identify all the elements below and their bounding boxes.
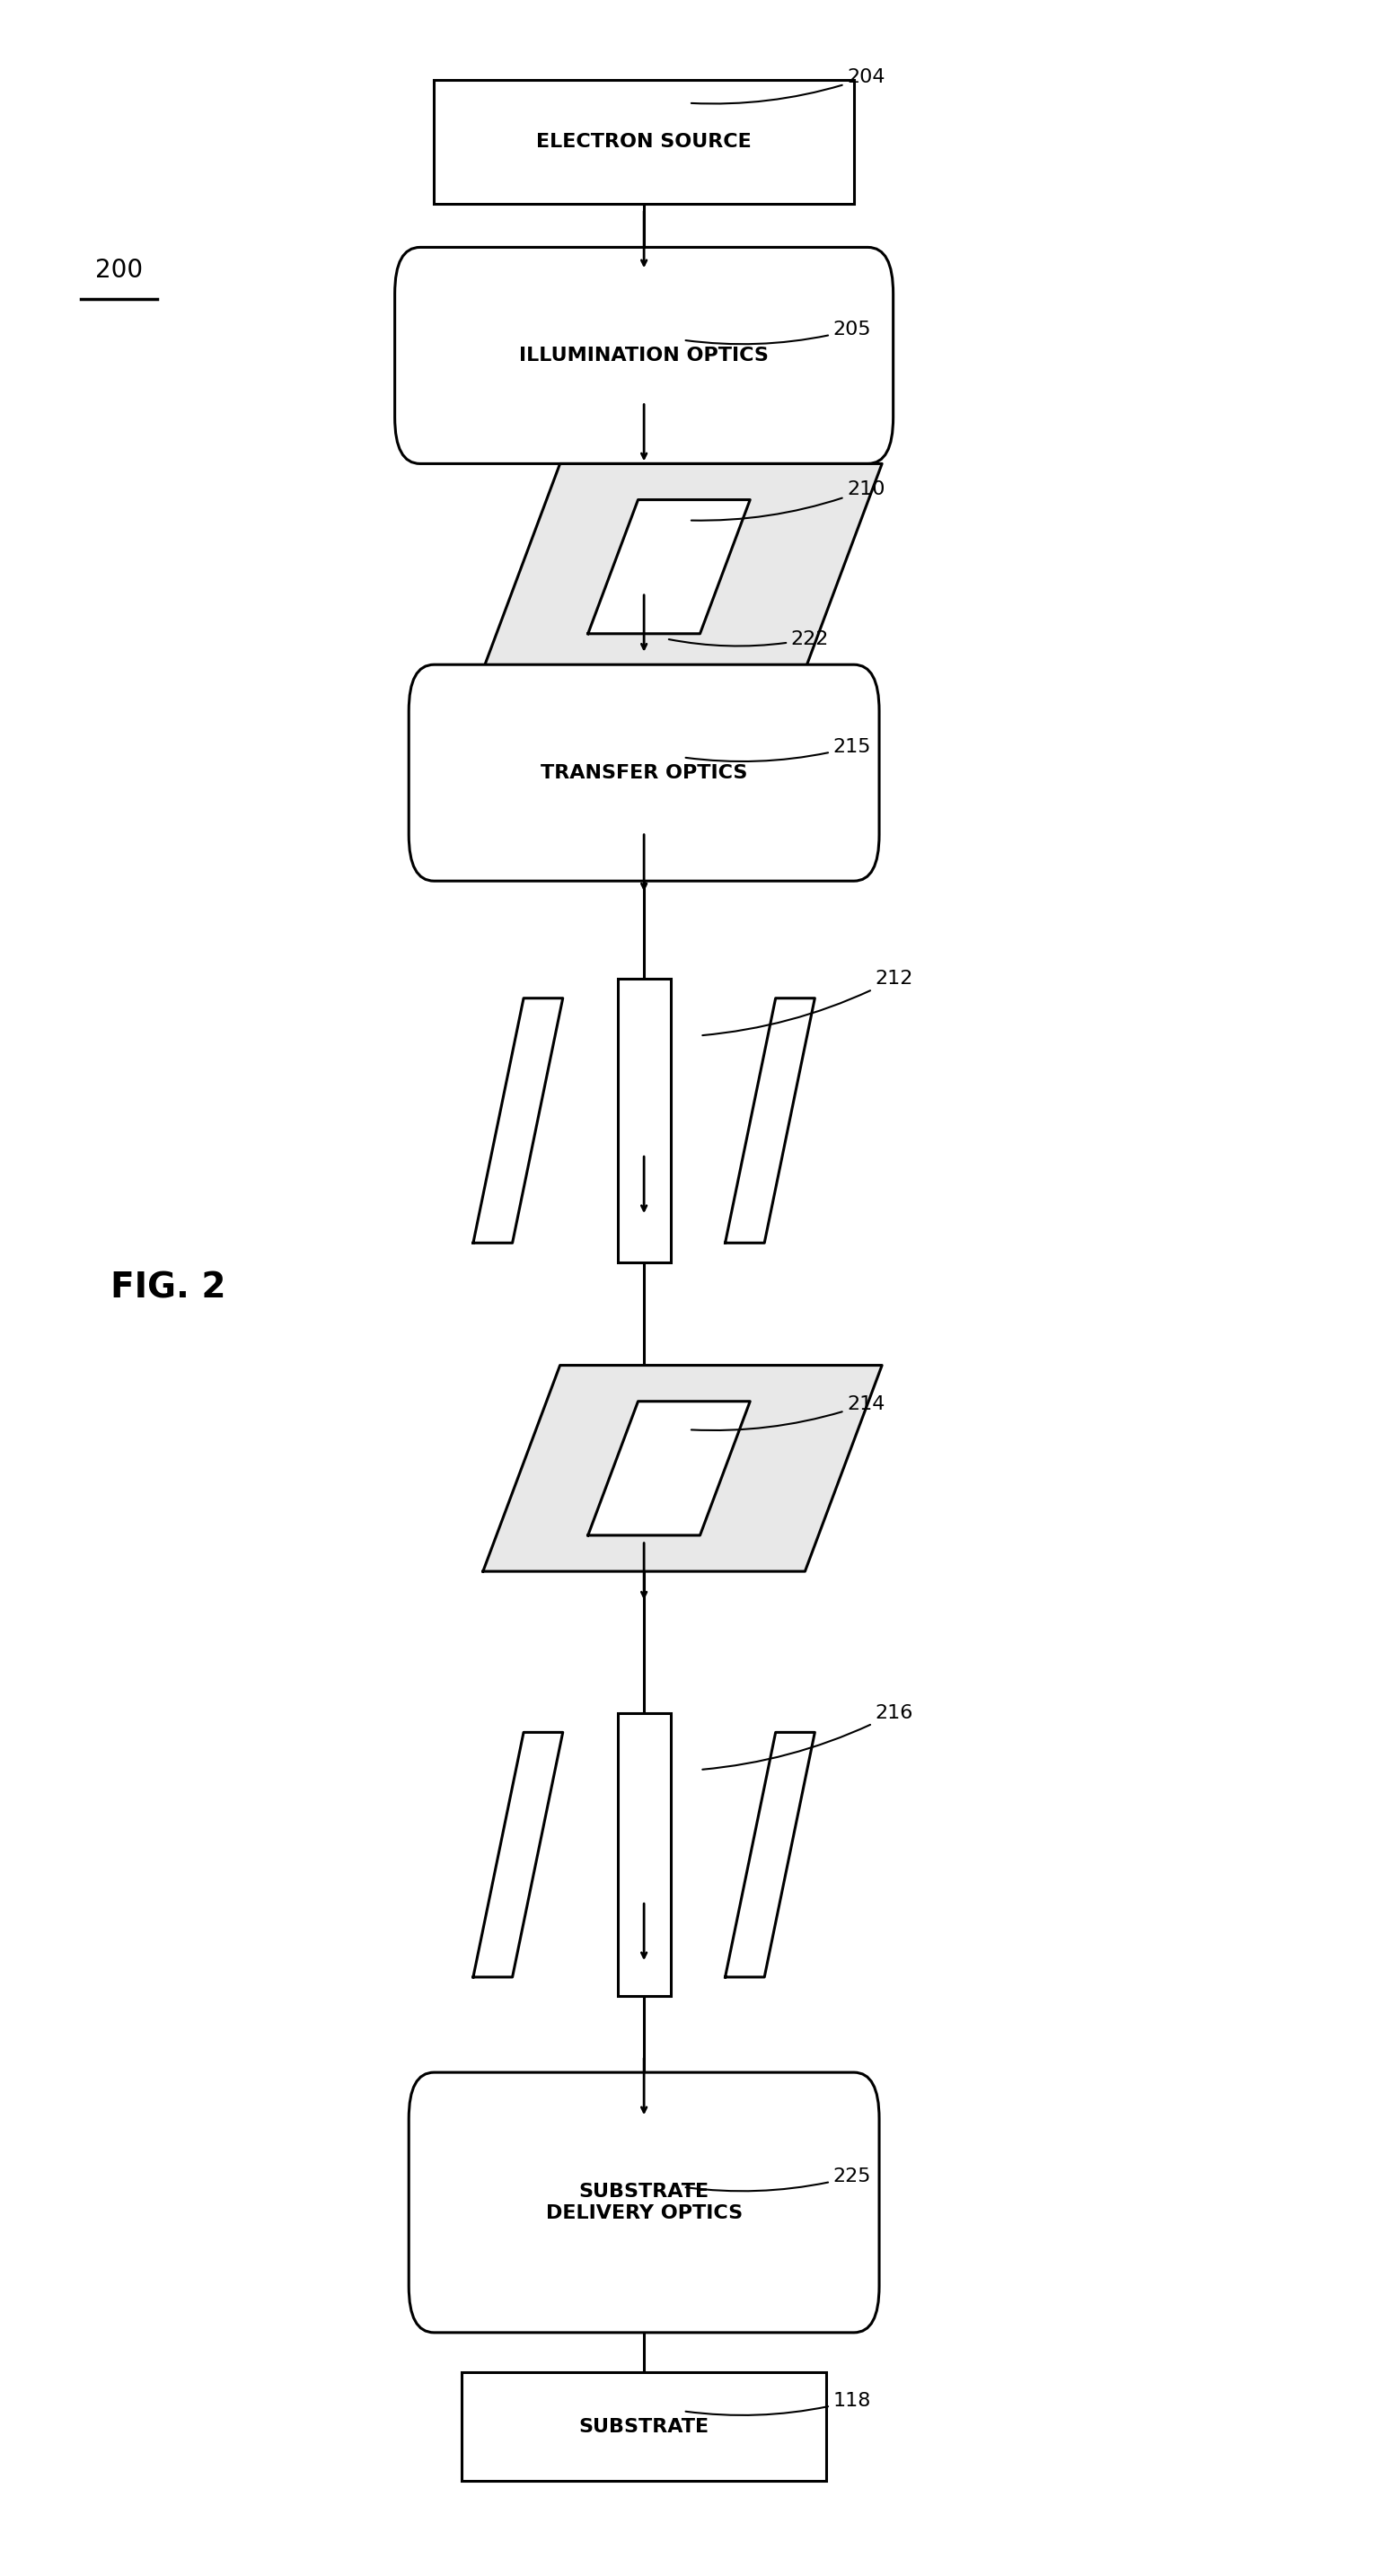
Text: FIG. 2: FIG. 2 [111,1270,225,1306]
FancyBboxPatch shape [462,2372,826,2481]
Text: 205: 205 [686,322,871,345]
Polygon shape [588,500,750,634]
Bar [617,979,671,1262]
FancyBboxPatch shape [434,80,854,204]
Polygon shape [725,999,815,1244]
Text: 200: 200 [95,258,143,283]
FancyBboxPatch shape [409,2071,879,2334]
Bar [617,1713,671,1996]
FancyBboxPatch shape [395,247,893,464]
Polygon shape [588,1401,750,1535]
Polygon shape [483,464,882,670]
Polygon shape [473,1731,563,1978]
Text: SUBSTRATE
DELIVERY OPTICS: SUBSTRATE DELIVERY OPTICS [546,2182,742,2223]
Text: ILLUMINATION OPTICS: ILLUMINATION OPTICS [519,348,769,363]
Text: TRANSFER OPTICS: TRANSFER OPTICS [540,765,748,781]
Text: 225: 225 [686,2169,871,2192]
Text: 118: 118 [686,2393,871,2416]
Text: 204: 204 [692,70,885,103]
Text: SUBSTRATE: SUBSTRATE [578,2419,710,2434]
FancyBboxPatch shape [409,665,879,881]
Text: 216: 216 [703,1705,913,1770]
Text: 210: 210 [692,482,885,520]
Text: 222: 222 [669,631,829,647]
Text: 215: 215 [686,739,871,762]
Polygon shape [473,999,563,1244]
Polygon shape [483,1365,882,1571]
Polygon shape [725,1731,815,1978]
Text: 214: 214 [692,1396,885,1430]
Text: 212: 212 [703,971,913,1036]
Text: ELECTRON SOURCE: ELECTRON SOURCE [536,134,752,149]
